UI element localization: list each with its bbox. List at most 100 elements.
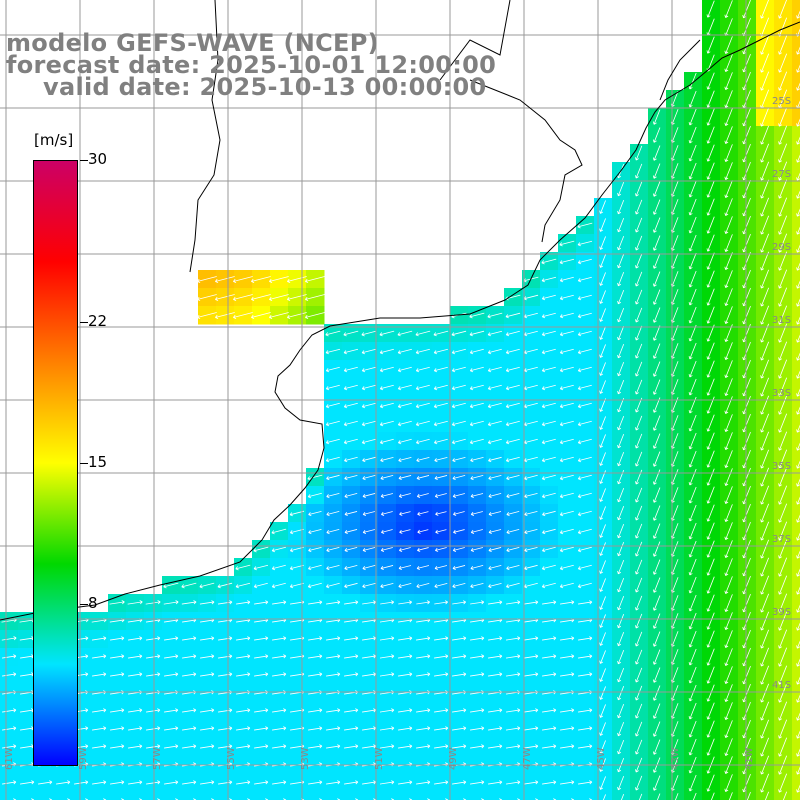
wind-arrow — [181, 582, 197, 589]
wind-arrow — [796, 784, 800, 793]
wind-arrow — [505, 330, 520, 337]
wind-arrow — [599, 596, 606, 610]
wind-arrow — [416, 744, 431, 749]
colorbar-tick-label: 22 — [88, 311, 108, 330]
wind-arrow — [146, 654, 161, 659]
wind-arrow — [617, 524, 625, 539]
wind-arrow — [380, 582, 394, 589]
wind-arrow — [506, 744, 521, 749]
wind-arrow — [778, 629, 788, 649]
wind-arrow — [599, 434, 606, 448]
wind-arrow — [254, 636, 269, 641]
wind-arrow — [652, 253, 661, 269]
wind-arrow — [760, 683, 770, 703]
wind-arrow — [524, 600, 539, 605]
wind-arrow — [706, 576, 715, 594]
wind-arrow — [469, 330, 485, 337]
wind-arrow — [524, 636, 539, 641]
wind-arrow — [782, 791, 788, 800]
wind-arrow — [796, 280, 800, 289]
wind-arrow — [778, 413, 788, 433]
wind-arrow — [305, 276, 325, 283]
wind-arrow — [254, 654, 269, 659]
wind-speed-cell — [648, 792, 667, 800]
wind-arrow — [271, 564, 286, 571]
wind-arrow — [541, 474, 556, 481]
wind-arrow — [724, 450, 733, 468]
wind-arrow — [652, 415, 661, 431]
wind-arrow — [109, 600, 125, 605]
wind-arrow — [778, 251, 788, 271]
wind-arrow — [416, 583, 430, 589]
wind-arrow — [578, 708, 593, 713]
wind-arrow — [416, 726, 431, 731]
wind-arrow — [344, 547, 358, 553]
wind-arrow — [760, 539, 770, 559]
wind-arrow — [656, 793, 661, 800]
wind-arrow — [559, 330, 574, 337]
wind-arrow — [706, 414, 715, 432]
colorbar-tick — [80, 463, 88, 464]
wind-arrow — [652, 307, 661, 323]
wind-arrow — [617, 488, 625, 503]
wind-arrow — [433, 384, 448, 391]
wind-arrow — [760, 143, 770, 163]
wind-arrow — [452, 547, 465, 552]
wind-arrow — [182, 780, 197, 785]
wind-arrow — [182, 672, 197, 677]
wind-arrow — [451, 420, 466, 427]
wind-arrow — [778, 125, 788, 145]
wind-arrow — [505, 348, 520, 355]
wind-arrow — [778, 719, 788, 739]
wind-speed-cell — [360, 792, 379, 800]
wind-arrow — [796, 604, 800, 613]
wind-arrow — [706, 684, 715, 702]
colorbar-tick — [80, 160, 88, 161]
wind-arrow — [305, 294, 325, 301]
wind-arrow — [434, 456, 448, 463]
wind-speed-cell — [558, 792, 577, 800]
wind-arrow — [110, 744, 125, 749]
wind-arrow — [308, 510, 322, 517]
wind-arrow — [760, 341, 770, 361]
wind-arrow — [397, 366, 412, 373]
wind-arrow — [361, 420, 376, 427]
wind-arrow — [289, 546, 304, 553]
wind-arrow — [541, 312, 556, 319]
latitude-labels: 25S 27S 29S 31S 33S 35S 37S 39S 41S — [772, 96, 791, 691]
wind-arrow — [599, 254, 606, 268]
wind-arrow — [506, 582, 520, 589]
wind-arrow — [434, 600, 449, 605]
wind-arrow — [308, 600, 323, 605]
wind-arrow — [326, 636, 341, 641]
wind-arrow — [326, 529, 340, 535]
wind-arrow — [541, 384, 556, 391]
wind-arrow — [542, 654, 557, 659]
wind-arrow — [706, 504, 715, 522]
wind-arrow — [674, 793, 679, 800]
wind-arrow — [487, 402, 502, 409]
wind-arrow — [760, 647, 770, 667]
wind-arrow — [326, 672, 341, 677]
wind-arrow — [541, 330, 556, 337]
wind-arrow — [778, 377, 788, 397]
wind-arrow — [236, 636, 251, 641]
wind-arrow — [559, 384, 574, 391]
wind-arrow — [559, 312, 574, 319]
wind-arrow — [326, 726, 341, 731]
wind-arrow — [217, 600, 233, 605]
wind-arrow — [617, 668, 625, 683]
wind-arrow — [635, 181, 643, 197]
wind-arrow — [796, 208, 800, 217]
wind-arrow — [197, 294, 217, 301]
wind-arrow — [271, 582, 286, 589]
wind-speed-cell — [792, 648, 800, 667]
wind-speed-cell — [144, 792, 163, 800]
wind-arrow — [724, 180, 733, 198]
wind-arrow — [361, 348, 377, 355]
wind-arrow — [560, 672, 575, 677]
wind-arrow — [652, 325, 661, 341]
wind-arrow — [524, 726, 539, 731]
wind-arrow — [652, 541, 661, 557]
wind-arrow — [452, 493, 465, 498]
